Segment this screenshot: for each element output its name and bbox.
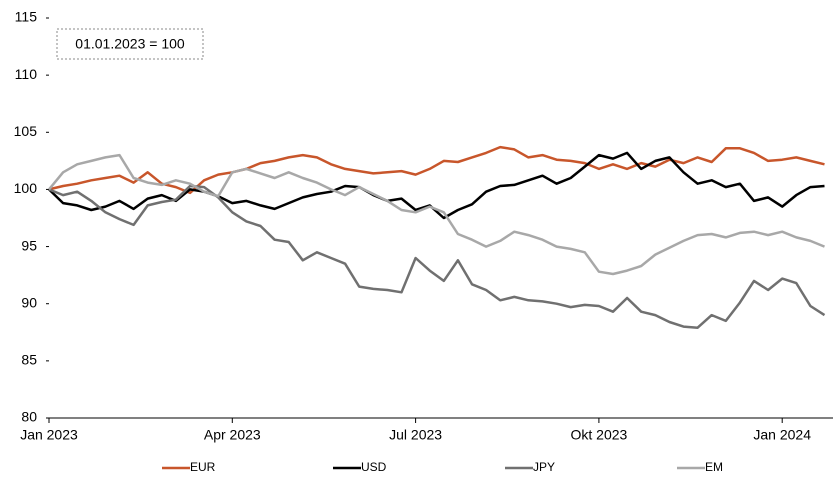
legend-label: JPY [533, 460, 555, 474]
annotation-box [56, 28, 204, 60]
y-tick-label: 115 [15, 9, 38, 25]
y-tick-label: 95 [21, 237, 37, 253]
y-tick-label: 80 [21, 409, 37, 425]
legend-label: EUR [190, 460, 216, 474]
legend-label: EM [705, 460, 723, 474]
series-line [48, 145, 825, 195]
x-tick-label: Jan 2023 [20, 427, 78, 443]
y-tick-label: 90 [21, 294, 37, 310]
x-tick-label: Jul 2023 [389, 427, 442, 443]
series-line [48, 153, 825, 276]
legend: EUR USD JPY EM [162, 460, 723, 474]
x-tick-label: Apr 2023 [204, 427, 261, 443]
x-tick-label: Okt 2023 [570, 427, 627, 443]
legend-label: USD [361, 460, 387, 474]
annotation: 01.01.2023 = 100 [75, 36, 185, 52]
y-tick-label: 100 [14, 180, 38, 196]
y-tick-label: 105 [14, 123, 38, 139]
y-tick-label: 85 [21, 352, 37, 368]
x-tick-label: Jan 2024 [753, 427, 811, 443]
y-tick-label: 110 [15, 66, 38, 82]
series-line [48, 184, 826, 329]
